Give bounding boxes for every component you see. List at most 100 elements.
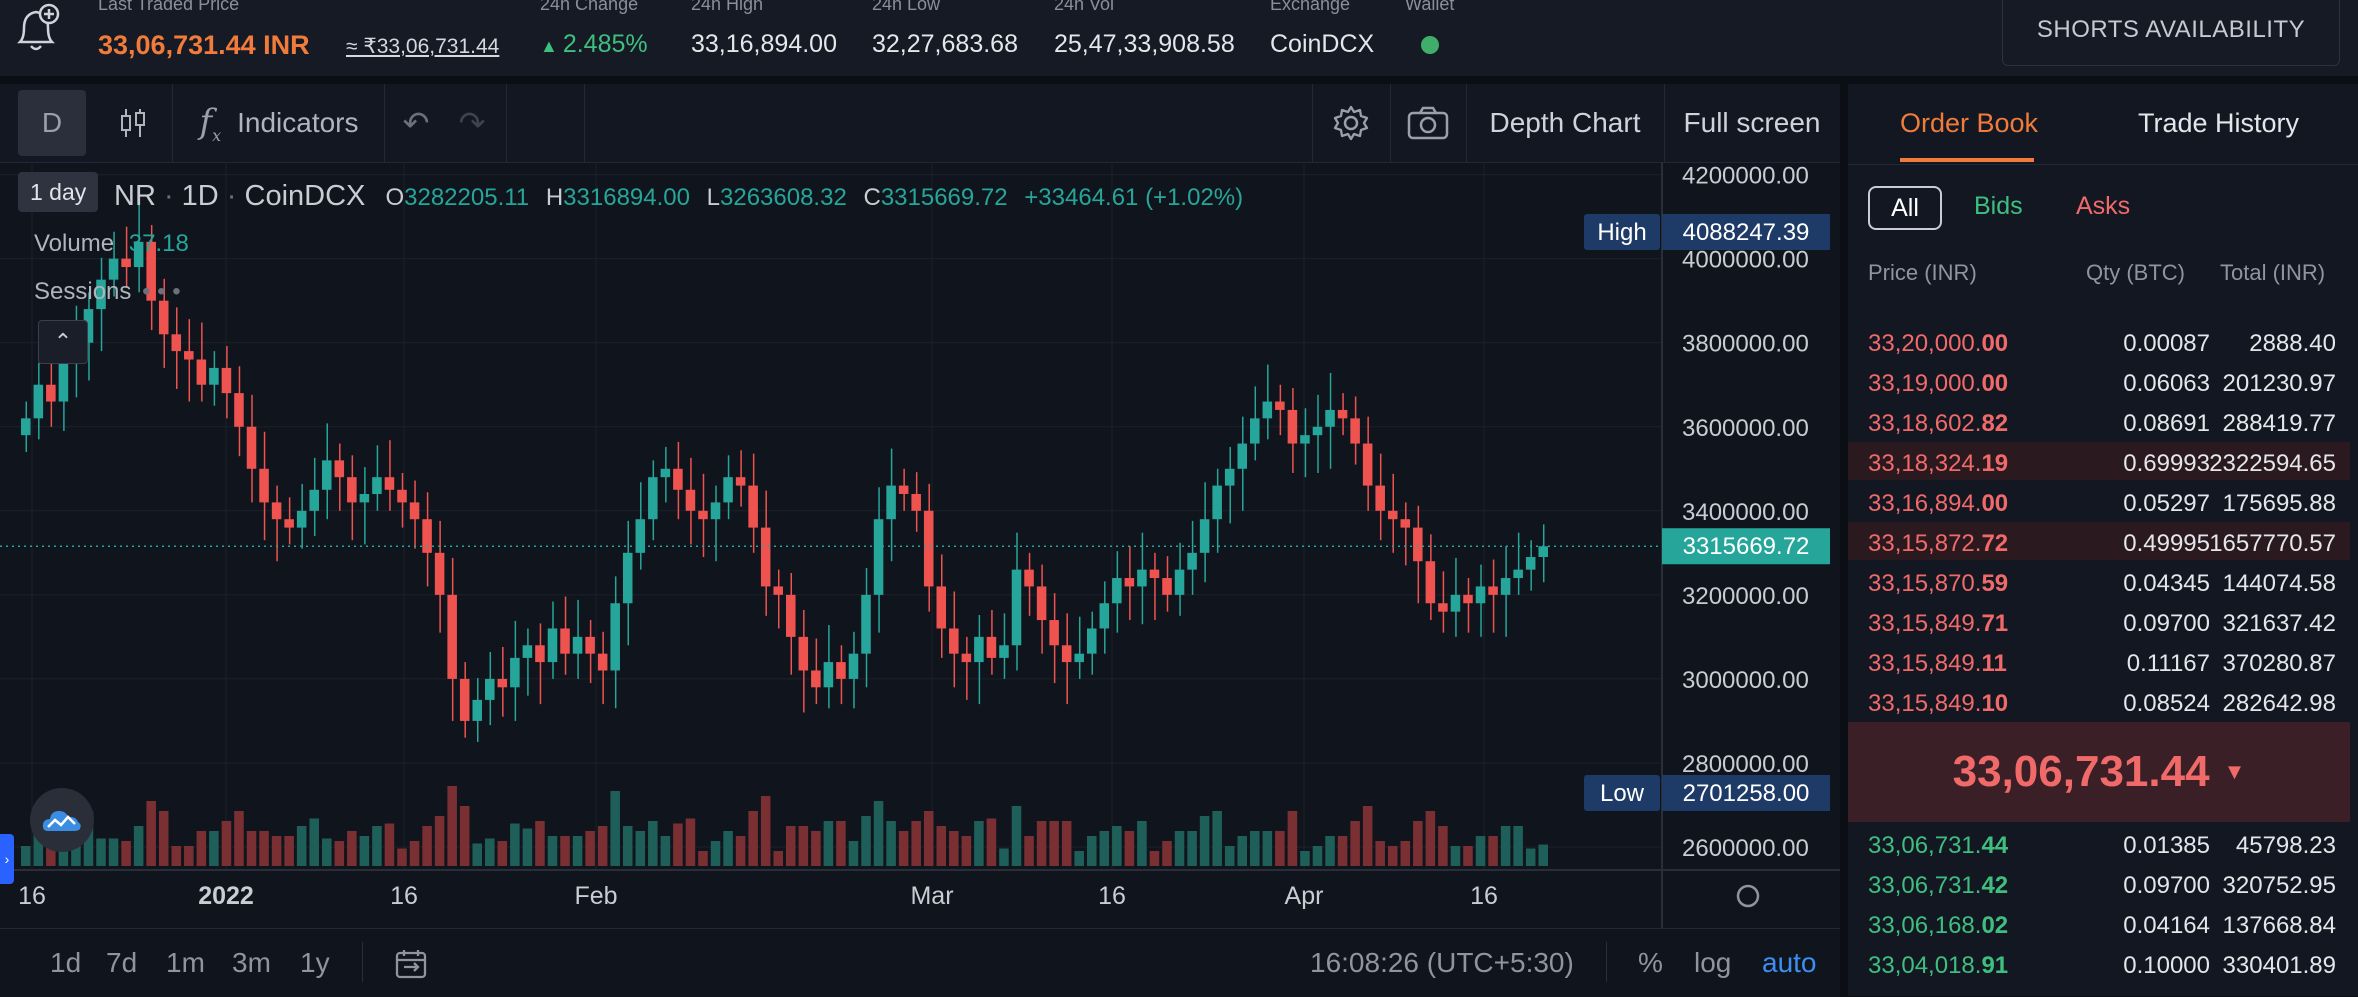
ask-row[interactable]: 33,18,324.19 0.69993 2322594.65: [1848, 442, 2350, 480]
volume-bar: [848, 841, 859, 866]
candle-body: [1250, 418, 1260, 444]
ask-row[interactable]: 33,16,894.00 0.05297 175695.88: [1848, 482, 2350, 520]
candle-body: [585, 636, 595, 654]
full-screen-button[interactable]: Full screen: [1683, 107, 1821, 138]
ask-row[interactable]: 33,15,849.11 0.11167 370280.87: [1848, 642, 2350, 680]
price-chart[interactable]: 4200000.00 4000000.00 3800000.00 3600000.00…: [0, 162, 1840, 928]
ask-row[interactable]: 33,15,849.10 0.08524 282642.98: [1848, 682, 2350, 720]
ask-row[interactable]: 33,15,849.71 0.09700 321637.42: [1848, 602, 2350, 640]
row-total: 137668.84: [2222, 912, 2336, 939]
volume-bar: [1049, 821, 1059, 866]
sessions-more-icon[interactable]: • • •: [142, 278, 181, 305]
undo-icon[interactable]: ↶: [402, 105, 430, 141]
volume-bar: [1488, 836, 1498, 866]
volume-bar: [434, 816, 445, 866]
settings-button[interactable]: [1320, 84, 1382, 162]
chevron-up-icon: ⌃: [53, 329, 73, 354]
range-1y-button[interactable]: 1y: [300, 947, 330, 978]
filter-all-button[interactable]: All: [1868, 186, 1942, 230]
tradingview-logo[interactable]: [30, 788, 94, 852]
date-range-icon[interactable]: [394, 948, 430, 980]
candle-body: [1061, 645, 1072, 663]
collapse-legend-button[interactable]: ⌃: [38, 320, 88, 364]
range-1m-button[interactable]: 1m: [166, 947, 205, 978]
volume-bar: [1513, 826, 1523, 866]
column-qty-header: Qty (BTC): [2086, 260, 2185, 285]
ask-row[interactable]: 33,15,870.59 0.04345 144074.58: [1848, 562, 2350, 600]
row-qty: 0.04164: [2123, 912, 2210, 939]
bid-row[interactable]: 33,06,168.02 0.04164 137668.84: [1848, 904, 2350, 942]
legend-change: +33464.61 (+1.02%): [1024, 184, 1244, 211]
candle-body: [284, 519, 294, 528]
snapshot-button[interactable]: [1398, 84, 1458, 162]
volume-bar: [1036, 821, 1047, 866]
volume-bar: [1438, 826, 1448, 866]
toolbar-separator: [172, 84, 173, 162]
volume-bar: [811, 831, 821, 866]
volume-bar: [1500, 826, 1511, 866]
row-qty: 0.05297: [2123, 490, 2210, 517]
filter-asks-button[interactable]: Asks: [2076, 192, 2131, 220]
candle-body: [1224, 468, 1235, 486]
candle-style-button[interactable]: [100, 84, 166, 162]
toolbar-separator: [384, 84, 385, 162]
indicators-button[interactable]: fx Indicators: [186, 84, 372, 162]
filter-bids-button[interactable]: Bids: [1974, 192, 2023, 220]
candle-body: [760, 527, 771, 587]
row-price: 33,15,849.11: [1868, 650, 2007, 677]
function-icon: fx: [199, 101, 222, 145]
range-1d-button[interactable]: 1d: [50, 947, 82, 978]
candle-body: [986, 636, 997, 658]
candle-body: [246, 426, 257, 469]
row-qty: 0.00087: [2123, 330, 2210, 357]
last-price-marker-value: 3315669.72: [1683, 533, 1810, 560]
volume-bar: [1061, 821, 1072, 866]
bottom-separator: [1606, 942, 1607, 982]
high-marker-label-box: [1584, 214, 1660, 250]
percent-scale-button[interactable]: %: [1638, 947, 1663, 978]
candle-body: [359, 493, 370, 503]
candle-body: [1413, 527, 1423, 562]
candle-body: [33, 384, 44, 419]
volume-bar: [1086, 836, 1097, 866]
candle-body: [372, 477, 382, 494]
shorts-availability-button[interactable]: SHORTS AVAILABILITY: [2002, 0, 2340, 66]
row-qty: 0.11167: [2126, 650, 2210, 677]
bid-row[interactable]: 33,06,731.42 0.09700 320752.95: [1848, 864, 2350, 902]
candle-body: [974, 636, 984, 663]
candle-body: [1500, 578, 1511, 595]
range-3m-button[interactable]: 3m: [232, 947, 271, 978]
interval-button[interactable]: D: [18, 90, 86, 156]
toggle-drawing-panel-button[interactable]: ›: [0, 834, 14, 884]
depth-chart-button[interactable]: Depth Chart: [1489, 107, 1641, 138]
bid-row[interactable]: 33,04,018.91 0.10000 330401.89: [1848, 944, 2350, 982]
ask-row[interactable]: 33,15,872.72 0.49995 1657770.57: [1848, 522, 2350, 560]
tab-order-book[interactable]: Order Book: [1900, 108, 2039, 138]
candle-body: [1187, 552, 1197, 570]
interval-tooltip: 1 day: [18, 172, 99, 212]
ask-row[interactable]: 33,19,000.00 0.06063 201230.97: [1848, 362, 2350, 400]
ask-row[interactable]: 33,20,000.00 0.00087 2888.40: [1848, 322, 2350, 360]
auto-scale-button[interactable]: auto: [1762, 947, 1817, 978]
redo-icon[interactable]: ↷: [458, 105, 486, 141]
bell-add-icon[interactable]: [12, 2, 64, 54]
candle-body: [1137, 569, 1147, 587]
legend-exchange: CoinDCX: [244, 180, 366, 212]
row-price: 33,19,000.00: [1868, 370, 2009, 397]
clock-time[interactable]: 16:08:26 (UTC+5:30): [1310, 947, 1574, 978]
toolbar-separator: [1390, 84, 1391, 162]
candle-body: [949, 628, 959, 654]
candle-body: [1036, 586, 1047, 621]
bid-row[interactable]: 33,06,731.44 0.01385 45798.23: [1848, 824, 2350, 862]
candle-body: [309, 489, 319, 511]
toolbar-separator: [1312, 84, 1313, 162]
log-scale-button[interactable]: log: [1694, 947, 1732, 978]
volume-bar: [234, 811, 244, 866]
range-7d-button[interactable]: 7d: [106, 947, 138, 978]
volume-bar: [472, 843, 483, 866]
volume-bar: [572, 836, 583, 866]
candle-body: [296, 510, 307, 528]
tab-trade-history[interactable]: Trade History: [2138, 108, 2300, 138]
ask-row[interactable]: 33,18,602.82 0.08691 288419.77: [1848, 402, 2350, 440]
time-tick-label: Feb: [574, 882, 617, 910]
